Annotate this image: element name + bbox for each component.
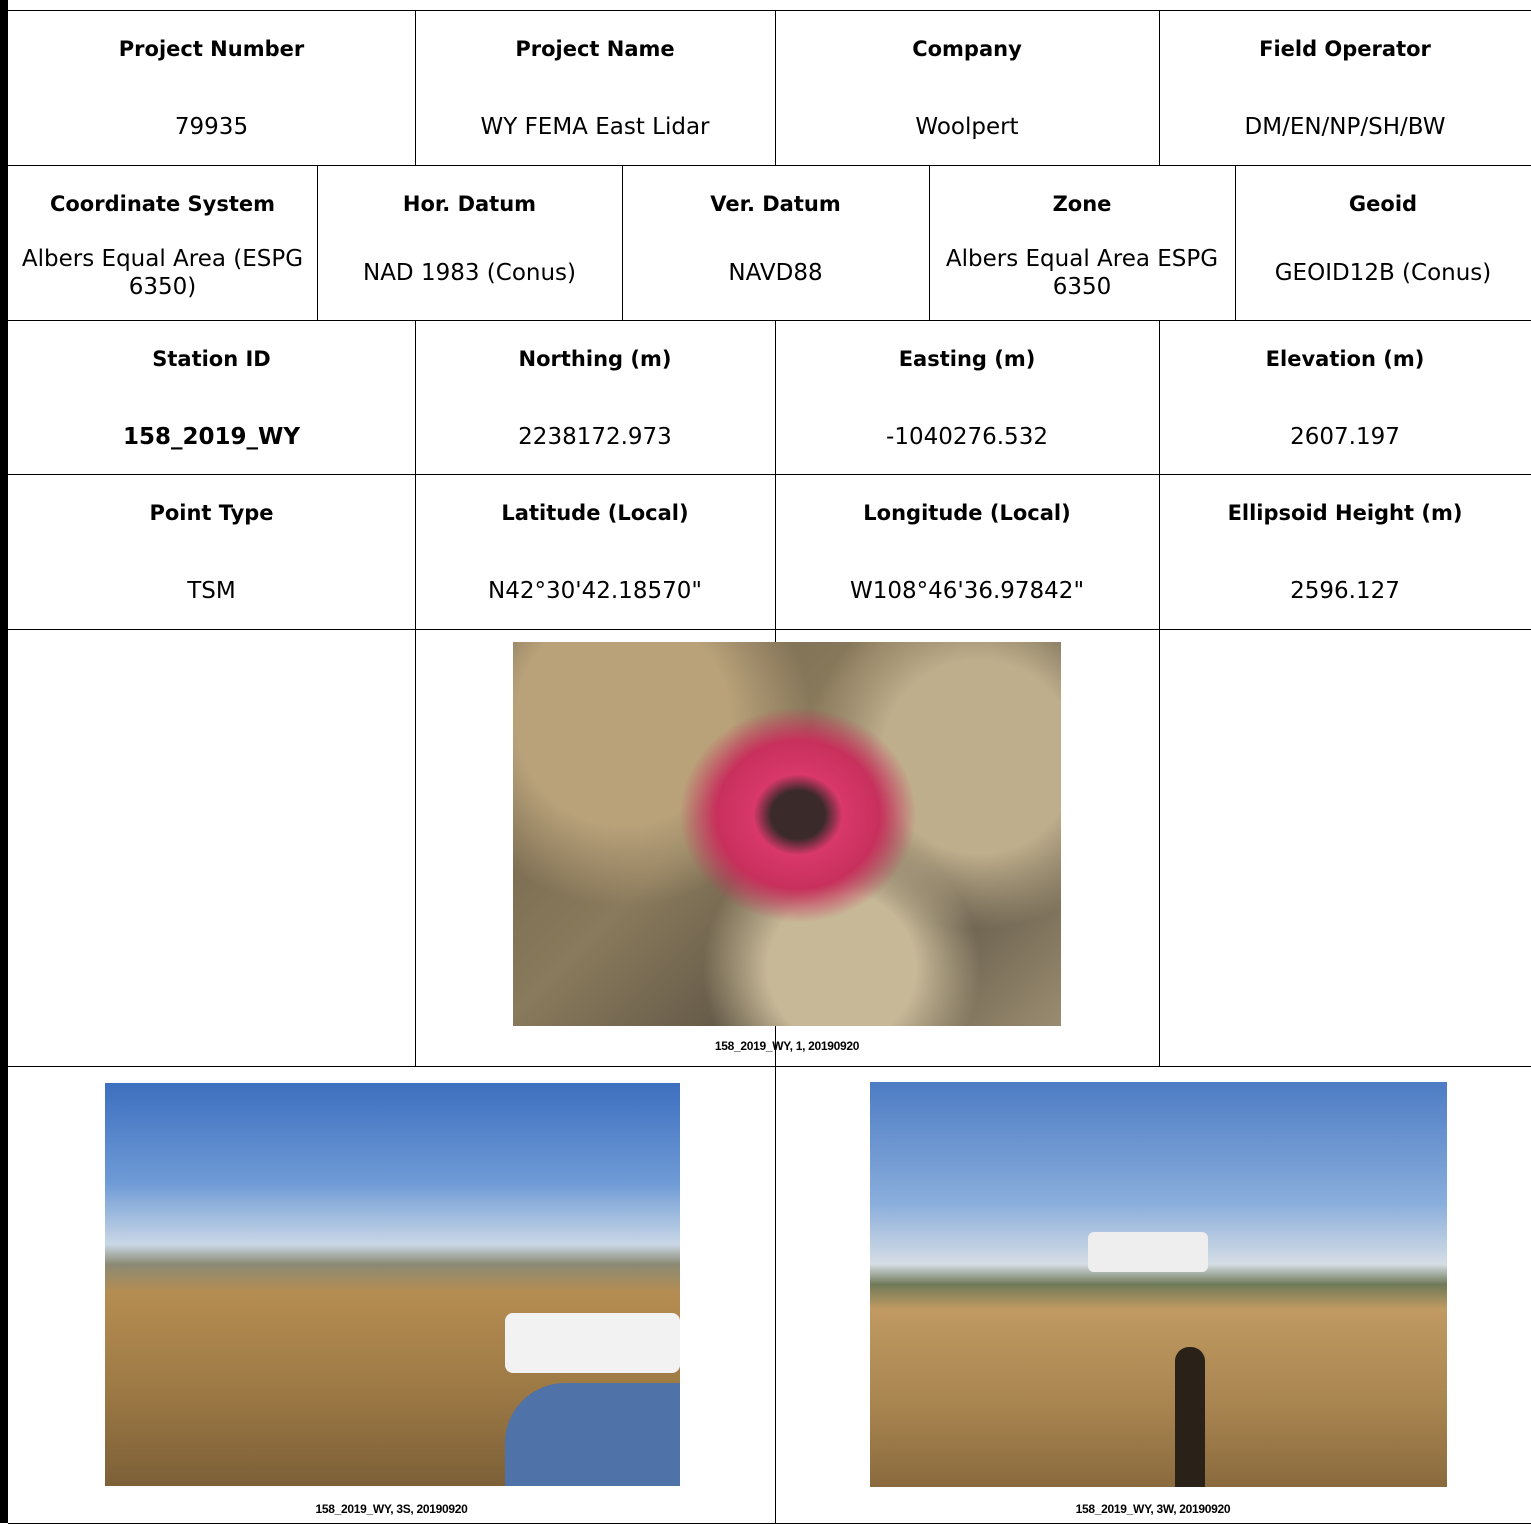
cell-value: W108°46'36.97842" bbox=[849, 578, 1085, 604]
cell-header: Ver. Datum bbox=[710, 192, 841, 216]
photo-south bbox=[105, 1083, 680, 1486]
column-border bbox=[929, 165, 930, 320]
cell-value: 2607.197 bbox=[1290, 424, 1400, 450]
cell-header: Hor. Datum bbox=[402, 192, 537, 216]
cell-value: Albers Equal Area (ESPG 6350) bbox=[21, 246, 304, 300]
cell-value: -1040276.532 bbox=[886, 424, 1048, 450]
column-border bbox=[415, 474, 416, 629]
cell-value: GEOID12B (Conus) bbox=[1274, 260, 1492, 286]
column-border bbox=[622, 165, 623, 320]
column-border bbox=[1159, 320, 1160, 474]
shadow bbox=[1175, 1347, 1205, 1487]
cell-value: DM/EN/NP/SH/BW bbox=[1244, 114, 1446, 140]
column-border bbox=[415, 629, 416, 1066]
cell-header: Point Type bbox=[149, 501, 274, 525]
cell-value: 2596.127 bbox=[1290, 578, 1400, 604]
row-border bbox=[8, 629, 1531, 630]
cell-header: Field Operator bbox=[1259, 37, 1431, 61]
cell-header: Project Number bbox=[118, 37, 305, 61]
column-border bbox=[775, 320, 776, 474]
column-border bbox=[415, 320, 416, 474]
left-border bbox=[0, 0, 8, 1523]
row-border bbox=[8, 10, 1531, 11]
row-border bbox=[8, 1066, 1531, 1067]
cell-value: TSM bbox=[187, 578, 236, 604]
cell-header: Company bbox=[912, 37, 1022, 61]
photo-mark bbox=[513, 642, 1061, 1026]
cell-header: Geoid bbox=[1348, 192, 1418, 216]
cell-header: Station ID bbox=[152, 347, 271, 371]
cell-value: Albers Equal Area ESPG 6350 bbox=[945, 246, 1219, 300]
photo-caption: 158_2019_WY, 3S, 20190920 bbox=[315, 1502, 468, 1516]
truck bbox=[1088, 1232, 1208, 1272]
cell-value: NAD 1983 (Conus) bbox=[362, 260, 577, 286]
cell-value: 79935 bbox=[174, 114, 249, 140]
cell-value: N42°30'42.18570" bbox=[488, 578, 702, 604]
column-border bbox=[1235, 165, 1236, 320]
row-border bbox=[8, 165, 1531, 166]
row-border bbox=[8, 320, 1531, 321]
photo-caption: 158_2019_WY, 1, 20190920 bbox=[714, 1039, 860, 1053]
cell-value: WY FEMA East Lidar bbox=[480, 114, 710, 140]
column-border bbox=[415, 10, 416, 165]
column-border bbox=[1159, 10, 1160, 165]
photo-west bbox=[870, 1082, 1447, 1487]
column-border bbox=[775, 10, 776, 165]
cell-value: Woolpert bbox=[915, 114, 1019, 140]
column-border bbox=[1159, 629, 1160, 1066]
column-border bbox=[775, 1066, 776, 1523]
cell-header: Easting (m) bbox=[898, 347, 1036, 371]
column-border bbox=[317, 165, 318, 320]
cell-value: 158_2019_WY bbox=[122, 424, 301, 450]
cell-header: Elevation (m) bbox=[1265, 347, 1425, 371]
row-border bbox=[8, 474, 1531, 475]
column-border bbox=[1159, 474, 1160, 629]
cell-value: NAVD88 bbox=[728, 260, 823, 286]
vehicle-hood bbox=[505, 1383, 680, 1486]
cell-header: Latitude (Local) bbox=[501, 501, 689, 525]
cell-header: Northing (m) bbox=[518, 347, 672, 371]
cell-header: Ellipsoid Height (m) bbox=[1227, 501, 1463, 525]
cell-header: Longitude (Local) bbox=[863, 501, 1071, 525]
cell-value: 2238172.973 bbox=[518, 424, 672, 450]
cell-header: Zone bbox=[1052, 192, 1112, 216]
photo-caption: 158_2019_WY, 3W, 20190920 bbox=[1075, 1502, 1231, 1516]
column-border bbox=[775, 474, 776, 629]
cell-header: Coordinate System bbox=[49, 192, 276, 216]
cell-header: Project Name bbox=[515, 37, 675, 61]
truck bbox=[505, 1313, 680, 1373]
